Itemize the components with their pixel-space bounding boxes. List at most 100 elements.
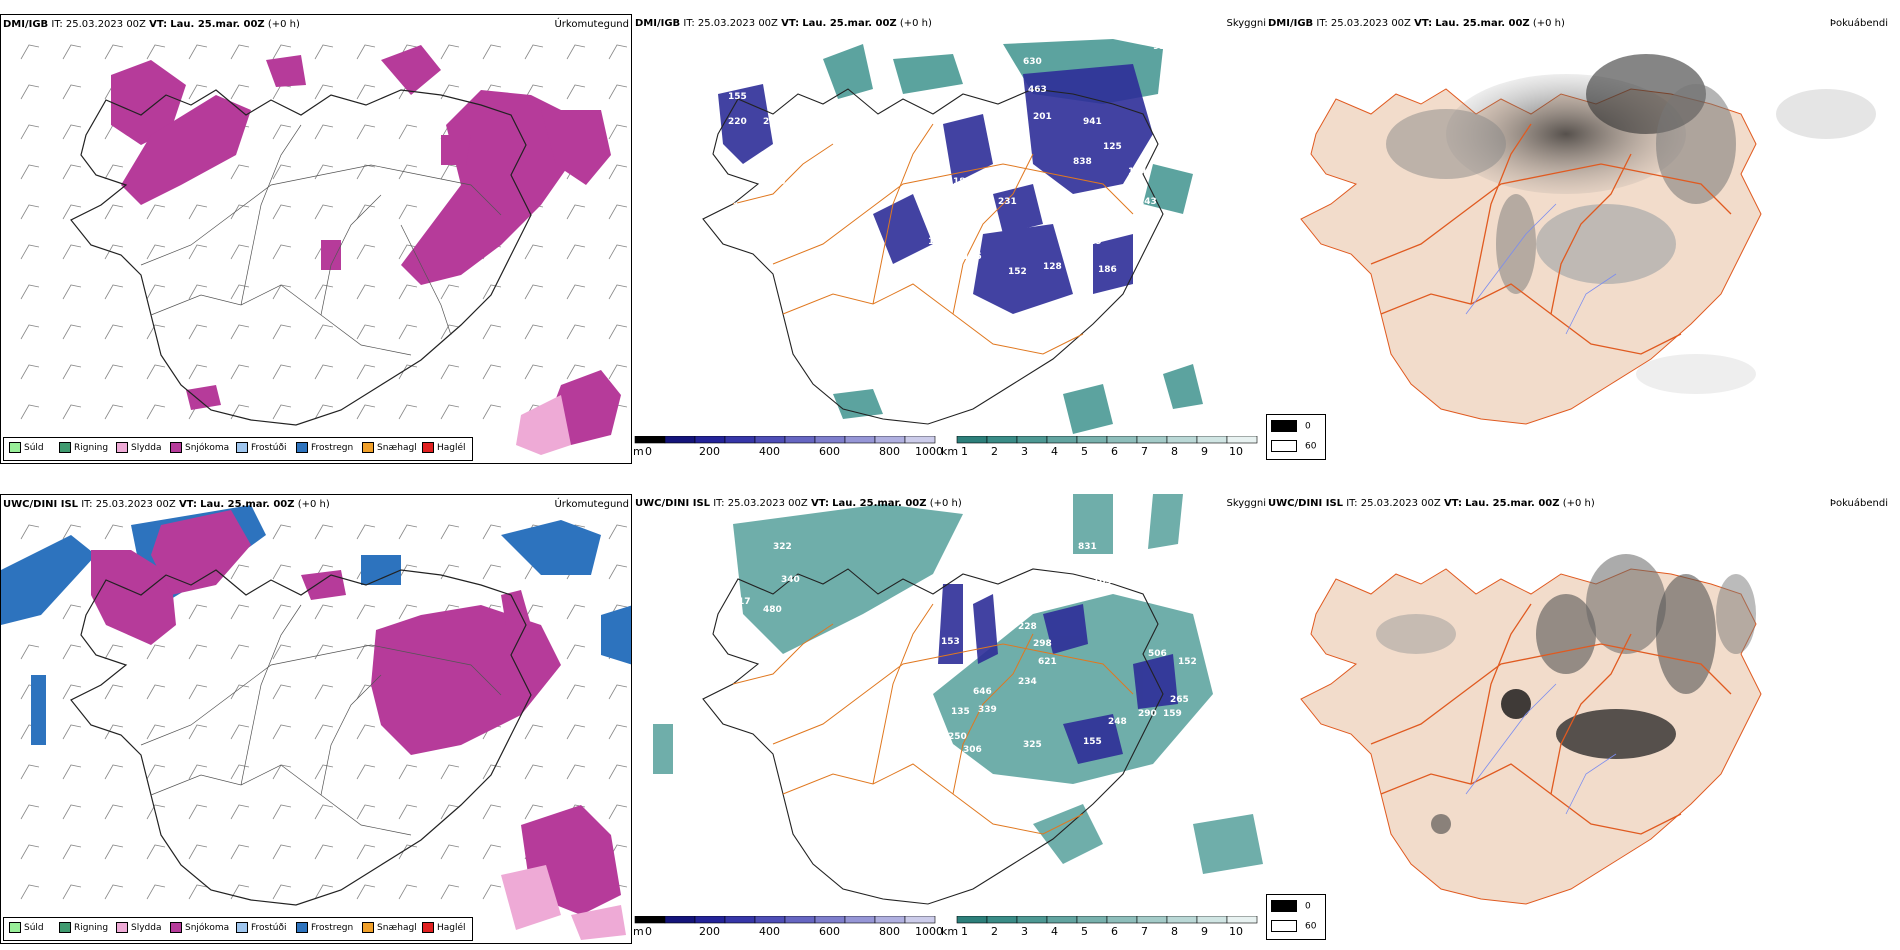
cloud-number: 630 bbox=[1023, 57, 1042, 67]
legend-item: Frostregn bbox=[296, 922, 353, 934]
cloud-number: 186 bbox=[1098, 265, 1117, 275]
wind-barb bbox=[398, 604, 418, 620]
wind-barb bbox=[524, 804, 544, 820]
legend-label: Haglél bbox=[437, 443, 466, 453]
wind-barb bbox=[104, 244, 124, 260]
wind-barb bbox=[20, 364, 40, 380]
wind-barb bbox=[230, 244, 250, 260]
cloud-number: 250 bbox=[948, 732, 967, 742]
wind-barb bbox=[230, 284, 250, 300]
wind-barb bbox=[20, 244, 40, 260]
wind-barb bbox=[566, 244, 586, 260]
legend-swatch bbox=[422, 442, 434, 453]
legend-swatch bbox=[422, 922, 434, 933]
wind-barb bbox=[566, 764, 586, 780]
cloud-number: 114 bbox=[928, 237, 947, 247]
wind-barb bbox=[524, 284, 544, 300]
wind-barb bbox=[104, 404, 124, 420]
wind-barb bbox=[398, 764, 418, 780]
wind-barb bbox=[566, 324, 586, 340]
cloud-number: 290 bbox=[1138, 709, 1157, 719]
wind-barb bbox=[608, 84, 628, 100]
wind-barb bbox=[20, 644, 40, 660]
cloud-number: 325 bbox=[1023, 740, 1042, 750]
fog-legend-row: 0 bbox=[1271, 900, 1311, 912]
wind-barb bbox=[482, 804, 502, 820]
header-cloud-uwc: UWC/DINI ISL IT: 25.03.2023 00Z VT: Lau.… bbox=[635, 498, 962, 510]
ptype-legend-uwc: Súld Rigning Slydda Snjókoma Frostúði Fr… bbox=[3, 917, 473, 941]
wind-barb bbox=[272, 604, 292, 620]
wind-barb bbox=[230, 44, 250, 60]
ceiling-tick: 600 bbox=[819, 925, 840, 938]
valid-time-label: VT: bbox=[178, 499, 197, 510]
initial-time: IT: 25.03.2023 00Z bbox=[713, 498, 808, 509]
lead-time: (+0 h) bbox=[267, 19, 300, 30]
wind-barb bbox=[188, 684, 208, 700]
precip-map-uwc bbox=[1, 505, 631, 940]
wind-barb bbox=[104, 844, 124, 860]
wind-barb bbox=[272, 84, 292, 100]
cloud-number: 152 bbox=[1178, 657, 1197, 667]
legend-item: Slydda bbox=[116, 922, 161, 934]
visibility-tick: 8 bbox=[1171, 445, 1178, 458]
wind-barb bbox=[566, 724, 586, 740]
wind-barb bbox=[440, 324, 460, 340]
wind-barb bbox=[608, 724, 628, 740]
wind-barb bbox=[398, 324, 418, 340]
cloud-number: 340 bbox=[781, 575, 800, 585]
roads bbox=[1370, 603, 1732, 835]
wind-barb bbox=[272, 364, 292, 380]
precip-type-panel-uwc: UWC/DINI ISL IT: 25.03.2023 00Z VT: Lau.… bbox=[0, 494, 632, 944]
legend-label: Snæhagl bbox=[377, 443, 417, 453]
wind-barb bbox=[146, 244, 166, 260]
cloud-visibility-panel-dmi: 630 957 463 201 155 220 200 941 838 180 … bbox=[633, 14, 1266, 464]
legend-swatch bbox=[236, 442, 248, 453]
cloud-number: 940 bbox=[1223, 502, 1242, 512]
wind-barb bbox=[398, 284, 418, 300]
fog-panel-uwc: 0 60 UWC/DINI ISL IT: 25.03.2023 00Z VT bbox=[1266, 494, 1900, 944]
header-cloud-dmi: DMI/IGB IT: 25.03.2023 00Z VT: Lau. 25.m… bbox=[635, 18, 932, 30]
panel-title-precip-uwc: Úrkomutegund bbox=[554, 499, 629, 510]
wind-barb bbox=[440, 884, 460, 900]
ceiling-tick: 400 bbox=[759, 925, 780, 938]
wind-barb bbox=[566, 644, 586, 660]
initial-time: IT: 25.03.2023 00Z bbox=[683, 18, 778, 29]
wind-barb bbox=[104, 204, 124, 220]
legend-swatch bbox=[9, 922, 21, 933]
valid-time: Lau. 25.mar. 00Z bbox=[1435, 18, 1530, 29]
visibility-tick: 3 bbox=[1021, 445, 1028, 458]
cloud-number: 154 bbox=[1128, 167, 1147, 177]
wind-barb bbox=[314, 324, 334, 340]
cloud-number: 220 bbox=[728, 117, 747, 127]
cloud-map-uwc: 940 322 340 480 831 105 228 298 621 234 … bbox=[653, 494, 1263, 905]
fog-swatch bbox=[1271, 900, 1297, 912]
wind-barb bbox=[20, 844, 40, 860]
wind-barb bbox=[440, 564, 460, 580]
cloud-number: 506 bbox=[1148, 649, 1167, 659]
legend-item: Snjókoma bbox=[170, 922, 229, 934]
wind-barb bbox=[398, 164, 418, 180]
legend-label: Slydda bbox=[131, 443, 162, 453]
wind-barb bbox=[356, 84, 376, 100]
wind-barb bbox=[62, 684, 82, 700]
wind-barb bbox=[230, 404, 250, 420]
legend-swatch bbox=[170, 922, 182, 933]
wind-barb bbox=[482, 524, 502, 540]
wind-barb bbox=[230, 844, 250, 860]
wind-barb bbox=[146, 284, 166, 300]
fog-legend-row: 60 bbox=[1271, 920, 1316, 932]
wind-barb bbox=[230, 164, 250, 180]
legend-swatch bbox=[296, 922, 308, 933]
wind-barb bbox=[188, 324, 208, 340]
wind-barb bbox=[272, 724, 292, 740]
wind-barb bbox=[188, 804, 208, 820]
wind-barb bbox=[524, 44, 544, 60]
legend-item: Haglél bbox=[422, 442, 466, 454]
valid-time-label: VT: bbox=[149, 19, 168, 30]
legend-item: Frostúði bbox=[236, 442, 286, 454]
wind-barb bbox=[20, 324, 40, 340]
wind-barb bbox=[356, 284, 376, 300]
wind-barb bbox=[356, 524, 376, 540]
fog-shading bbox=[1386, 54, 1876, 394]
cloud-number: 143 bbox=[1138, 197, 1157, 207]
